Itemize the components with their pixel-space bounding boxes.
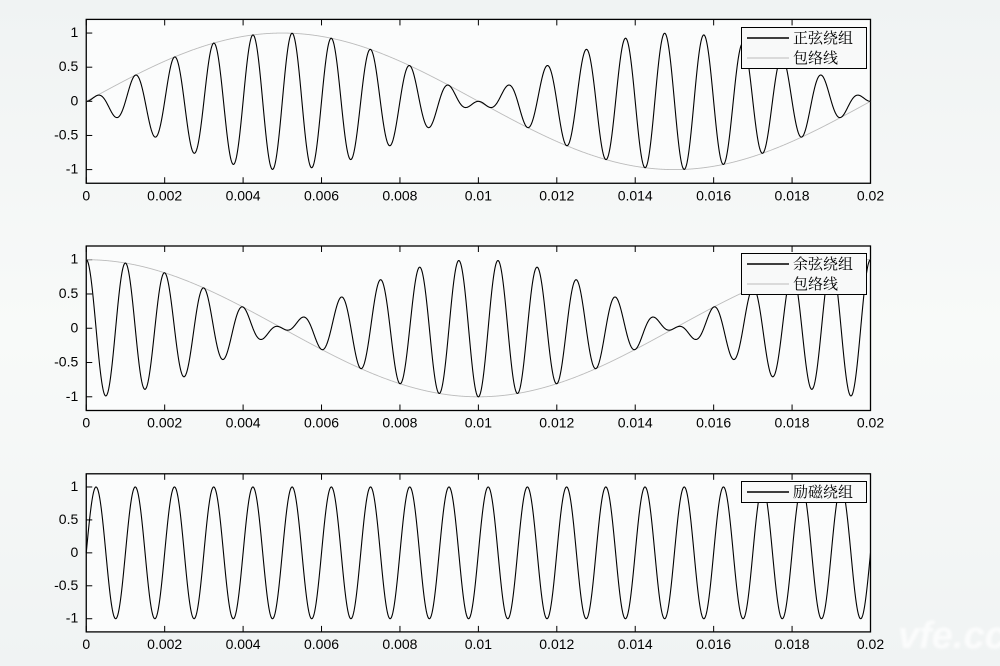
svg-text:包络线: 包络线 xyxy=(793,273,838,294)
svg-text:0.5: 0.5 xyxy=(59,511,79,527)
svg-text:0.01: 0.01 xyxy=(465,187,492,203)
svg-text:1: 1 xyxy=(70,24,78,40)
svg-text:0.01: 0.01 xyxy=(465,415,492,431)
svg-text:0.012: 0.012 xyxy=(539,187,574,203)
svg-text:0: 0 xyxy=(82,636,90,652)
svg-text:0.014: 0.014 xyxy=(618,636,653,652)
svg-text:-1: -1 xyxy=(66,161,79,177)
svg-text:0: 0 xyxy=(82,415,90,431)
svg-text:余弦绕组: 余弦绕组 xyxy=(793,253,853,274)
svg-text:0.014: 0.014 xyxy=(618,187,653,203)
svg-text:0: 0 xyxy=(70,544,78,560)
svg-text:0.016: 0.016 xyxy=(696,187,731,203)
svg-text:0.018: 0.018 xyxy=(775,636,810,652)
svg-text:励磁绕组: 励磁绕组 xyxy=(793,481,853,502)
svg-text:0.002: 0.002 xyxy=(147,636,182,652)
svg-text:0: 0 xyxy=(70,319,78,335)
svg-text:0.014: 0.014 xyxy=(618,415,653,431)
svg-text:0.004: 0.004 xyxy=(226,187,261,203)
svg-text:-0.5: -0.5 xyxy=(54,354,78,370)
svg-text:-1: -1 xyxy=(66,388,79,404)
svg-text:0.02: 0.02 xyxy=(857,415,884,431)
svg-text:1: 1 xyxy=(70,478,78,494)
svg-text:0.008: 0.008 xyxy=(382,187,417,203)
svg-text:0: 0 xyxy=(82,187,90,203)
svg-text:-1: -1 xyxy=(66,610,79,626)
svg-text:0.006: 0.006 xyxy=(304,636,339,652)
svg-text:0.008: 0.008 xyxy=(382,636,417,652)
svg-text:0.002: 0.002 xyxy=(147,415,182,431)
svg-text:vfe.cc: vfe.cc xyxy=(898,615,1000,657)
svg-text:0.018: 0.018 xyxy=(775,187,810,203)
svg-text:0.5: 0.5 xyxy=(59,285,79,301)
svg-text:0.016: 0.016 xyxy=(696,636,731,652)
svg-text:0.02: 0.02 xyxy=(857,187,884,203)
svg-text:正弦绕组: 正弦绕组 xyxy=(793,27,853,48)
svg-text:0.5: 0.5 xyxy=(59,58,79,74)
svg-text:0: 0 xyxy=(70,92,78,108)
svg-text:0.006: 0.006 xyxy=(304,415,339,431)
svg-text:0.004: 0.004 xyxy=(226,415,261,431)
svg-text:0.006: 0.006 xyxy=(304,187,339,203)
svg-text:0.002: 0.002 xyxy=(147,187,182,203)
svg-text:0.01: 0.01 xyxy=(465,636,492,652)
svg-text:0.012: 0.012 xyxy=(539,415,574,431)
svg-text:包络线: 包络线 xyxy=(793,47,838,68)
svg-text:0.004: 0.004 xyxy=(226,636,261,652)
svg-text:0.02: 0.02 xyxy=(857,636,884,652)
svg-text:0.016: 0.016 xyxy=(696,415,731,431)
svg-text:-0.5: -0.5 xyxy=(54,577,78,593)
svg-text:0.012: 0.012 xyxy=(539,636,574,652)
svg-text:1: 1 xyxy=(70,251,78,267)
svg-text:-0.5: -0.5 xyxy=(54,126,78,142)
svg-text:0.008: 0.008 xyxy=(382,415,417,431)
svg-text:0.018: 0.018 xyxy=(775,415,810,431)
